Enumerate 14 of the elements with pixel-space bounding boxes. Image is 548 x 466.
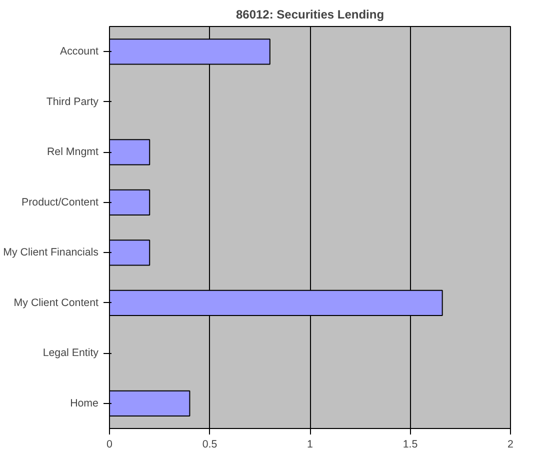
chart-title: 86012: Securities Lending [236,8,384,22]
y-tick-label: Rel Mngmt [46,146,99,158]
x-tick-label: 0.5 [202,438,218,450]
x-tick-label: 1 [307,438,314,450]
y-tick-label: Third Party [46,96,100,108]
y-tick-label: My Client Content [14,296,99,309]
y-tick-label: Legal Entity [42,347,100,360]
y-tick-label: My Client Financials [3,246,99,259]
y-tick-label: Account [60,46,99,58]
x-tick-label: 0 [106,438,113,450]
y-tick-label: Product/Content [21,196,99,208]
y-tick-label: Home [70,397,99,410]
x-tick-label: 1.5 [402,438,418,450]
x-tick-label: 2 [508,438,514,450]
